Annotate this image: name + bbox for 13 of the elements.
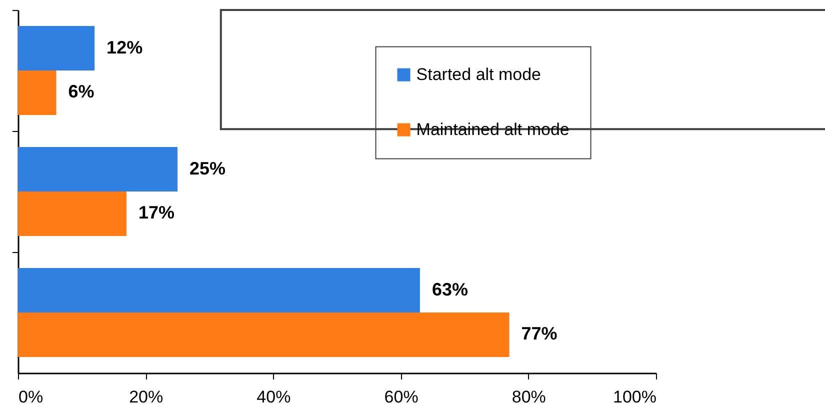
x-tick-label: 0% [18, 388, 44, 406]
legend-label: Started alt mode [416, 64, 542, 84]
data-label: 77% [521, 324, 558, 344]
data-label: 6% [68, 82, 94, 102]
x-tick-label: 60% [384, 388, 418, 406]
x-tick-label: 80% [512, 388, 546, 406]
data-label: 63% [432, 279, 468, 300]
data-label: 17% [138, 202, 174, 223]
x-tick-label: 20% [129, 388, 164, 406]
data-label: 25% [190, 158, 226, 178]
data-label: 12% [106, 37, 143, 58]
x-tick-label: 40% [256, 388, 291, 406]
x-tick-label: 100% [613, 388, 656, 406]
